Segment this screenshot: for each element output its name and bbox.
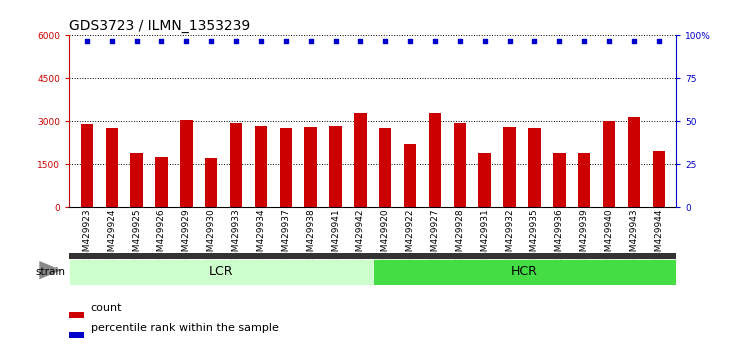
Text: count: count	[91, 303, 122, 313]
Point	[305, 38, 317, 44]
Bar	[304, 127, 317, 207]
Point	[603, 38, 615, 44]
Point	[156, 38, 167, 44]
Point	[131, 38, 143, 44]
Bar	[379, 129, 392, 207]
Bar	[628, 117, 640, 207]
Point	[504, 38, 515, 44]
Point	[330, 38, 341, 44]
Point	[553, 38, 565, 44]
Bar	[254, 126, 267, 207]
Bar	[429, 113, 442, 207]
Polygon shape	[39, 261, 61, 279]
Point	[355, 38, 366, 44]
Bar	[180, 120, 192, 207]
Bar	[329, 126, 341, 207]
Point	[280, 38, 292, 44]
Bar	[479, 153, 491, 207]
Bar	[553, 153, 566, 207]
Point	[181, 38, 192, 44]
Point	[628, 38, 640, 44]
Bar	[373, 259, 676, 285]
Bar	[454, 123, 466, 207]
Point	[653, 38, 664, 44]
Bar	[504, 127, 516, 207]
Text: HCR: HCR	[511, 266, 538, 278]
Bar	[578, 153, 591, 207]
Point	[429, 38, 441, 44]
Point	[454, 38, 466, 44]
Bar	[105, 129, 118, 207]
Text: GDS3723 / ILMN_1353239: GDS3723 / ILMN_1353239	[69, 19, 251, 33]
Point	[106, 38, 118, 44]
Point	[81, 38, 93, 44]
Point	[379, 38, 391, 44]
Bar	[69, 332, 84, 338]
Bar	[404, 144, 417, 207]
Point	[404, 38, 416, 44]
Bar	[230, 123, 242, 207]
Bar	[80, 124, 93, 207]
Bar	[279, 129, 292, 207]
Bar	[603, 121, 616, 207]
Text: percentile rank within the sample: percentile rank within the sample	[91, 323, 279, 333]
Bar	[69, 253, 676, 259]
Bar	[69, 312, 84, 318]
Bar	[529, 129, 541, 207]
Point	[205, 38, 217, 44]
Point	[529, 38, 540, 44]
Bar	[653, 151, 665, 207]
Point	[479, 38, 491, 44]
Bar	[354, 113, 366, 207]
Bar	[69, 259, 373, 285]
Text: LCR: LCR	[209, 266, 233, 278]
Text: strain: strain	[36, 267, 66, 277]
Point	[230, 38, 242, 44]
Bar	[205, 159, 217, 207]
Point	[578, 38, 590, 44]
Bar	[130, 153, 143, 207]
Bar	[155, 157, 167, 207]
Point	[255, 38, 267, 44]
